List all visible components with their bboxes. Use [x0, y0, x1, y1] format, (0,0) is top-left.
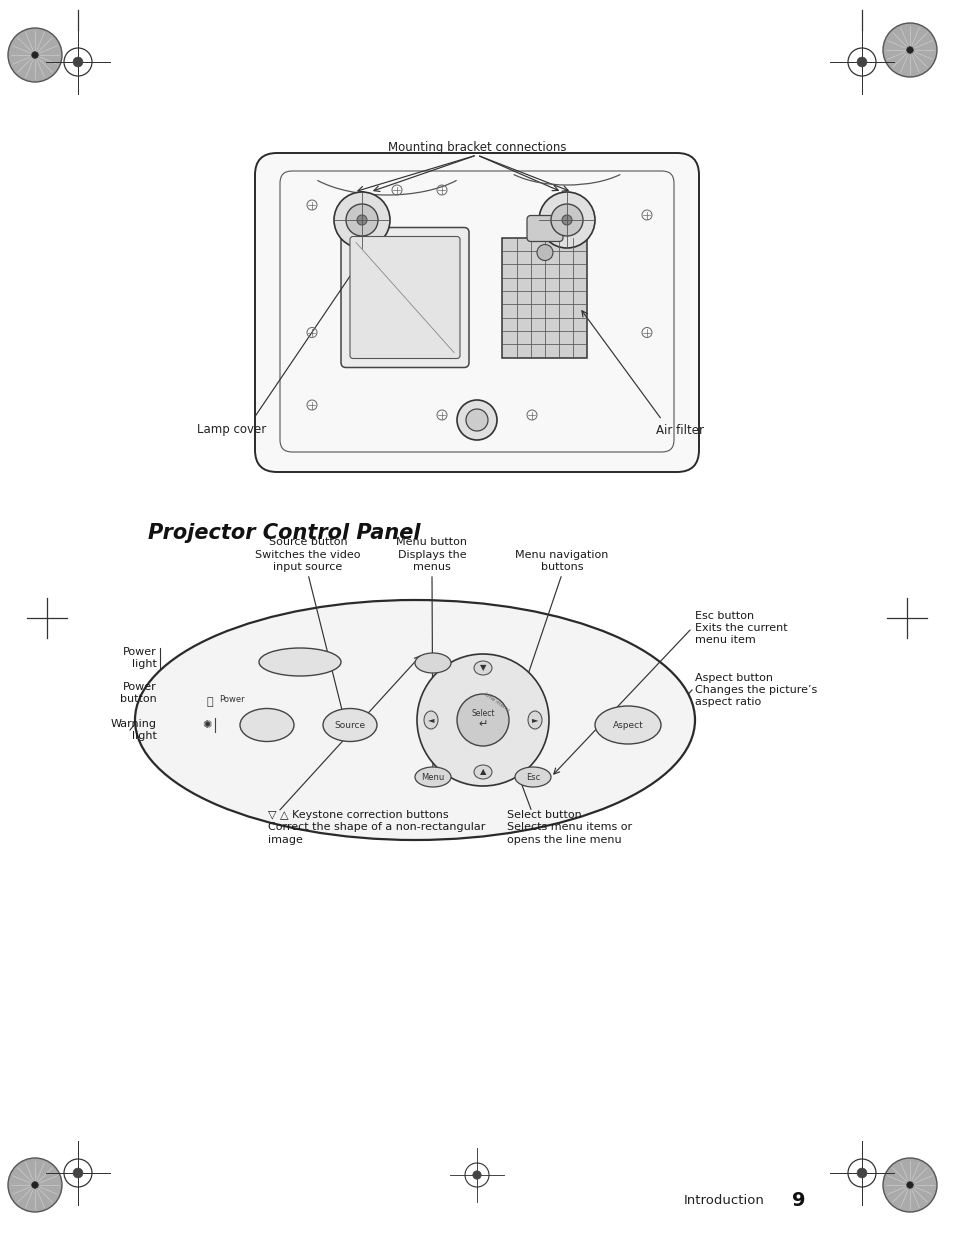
Text: Select button
Selects menu items or
opens the line menu: Select button Selects menu items or open… [506, 810, 632, 845]
Circle shape [73, 1168, 83, 1178]
Circle shape [416, 655, 548, 785]
Ellipse shape [527, 711, 541, 729]
Bar [502, 237, 587, 357]
FancyBboxPatch shape [526, 215, 562, 242]
Text: ✺: ✺ [202, 720, 212, 730]
Circle shape [561, 215, 572, 225]
Text: Projector Control Panel: Projector Control Panel [148, 522, 420, 543]
Text: ↵: ↵ [477, 719, 487, 729]
Text: ▽ △ Keystone correction buttons
Correct the shape of a non-rectangular
image: ▽ △ Keystone correction buttons Correct … [268, 810, 485, 845]
Text: Mounting bracket connections: Mounting bracket connections [387, 142, 566, 154]
Ellipse shape [595, 706, 660, 743]
Ellipse shape [415, 653, 451, 673]
Text: Menu navigation
buttons: Menu navigation buttons [515, 550, 608, 572]
Text: ◄: ◄ [427, 715, 434, 725]
Text: Menu button
Displays the
menus: Menu button Displays the menus [396, 537, 467, 572]
FancyBboxPatch shape [254, 153, 699, 472]
Text: Aspect: Aspect [612, 720, 642, 730]
Circle shape [346, 204, 377, 236]
Text: Esc button
Exits the current
menu item: Esc button Exits the current menu item [695, 610, 787, 646]
Circle shape [456, 694, 509, 746]
Text: ⏻: ⏻ [207, 697, 213, 706]
Circle shape [882, 23, 936, 77]
Circle shape [551, 204, 582, 236]
Circle shape [905, 47, 912, 53]
Circle shape [856, 1168, 866, 1178]
Text: Warning
light: Warning light [111, 719, 157, 741]
Ellipse shape [515, 767, 551, 787]
Circle shape [905, 1182, 912, 1188]
Text: Menu: Menu [421, 773, 444, 782]
Text: ▼: ▼ [479, 663, 486, 673]
Circle shape [473, 1171, 480, 1179]
Circle shape [456, 400, 497, 440]
Text: ▲: ▲ [479, 767, 486, 777]
Circle shape [31, 52, 38, 58]
Circle shape [882, 1158, 936, 1212]
Text: Aspect button
Changes the picture’s
aspect ratio: Aspect button Changes the picture’s aspe… [695, 673, 817, 708]
Ellipse shape [135, 600, 695, 840]
Ellipse shape [415, 767, 451, 787]
Text: Line menu: Line menu [483, 692, 510, 713]
Text: Source: Source [335, 720, 365, 730]
Circle shape [334, 191, 390, 248]
Circle shape [537, 245, 553, 261]
Circle shape [8, 1158, 62, 1212]
Circle shape [73, 57, 83, 67]
Ellipse shape [474, 661, 492, 676]
Ellipse shape [258, 648, 340, 676]
Circle shape [856, 57, 866, 67]
FancyBboxPatch shape [340, 227, 469, 368]
Text: Air filter: Air filter [656, 424, 703, 436]
Ellipse shape [423, 711, 437, 729]
Circle shape [31, 1182, 38, 1188]
Text: Introduction: Introduction [683, 1193, 764, 1207]
Text: Power
button: Power button [120, 682, 157, 704]
Ellipse shape [323, 709, 376, 741]
FancyBboxPatch shape [350, 236, 459, 358]
Text: Esc: Esc [525, 773, 539, 782]
Circle shape [8, 28, 62, 82]
Ellipse shape [474, 764, 492, 779]
Text: Lamp cover: Lamp cover [197, 424, 266, 436]
Circle shape [356, 215, 367, 225]
Text: Select: Select [471, 709, 495, 719]
Circle shape [538, 191, 595, 248]
Ellipse shape [240, 709, 294, 741]
Text: Power
light: Power light [123, 647, 157, 669]
Text: Power: Power [219, 695, 244, 704]
Text: Source button
Switches the video
input source: Source button Switches the video input s… [255, 537, 360, 572]
Text: 9: 9 [791, 1191, 804, 1209]
Text: ►: ► [531, 715, 537, 725]
Circle shape [465, 409, 488, 431]
